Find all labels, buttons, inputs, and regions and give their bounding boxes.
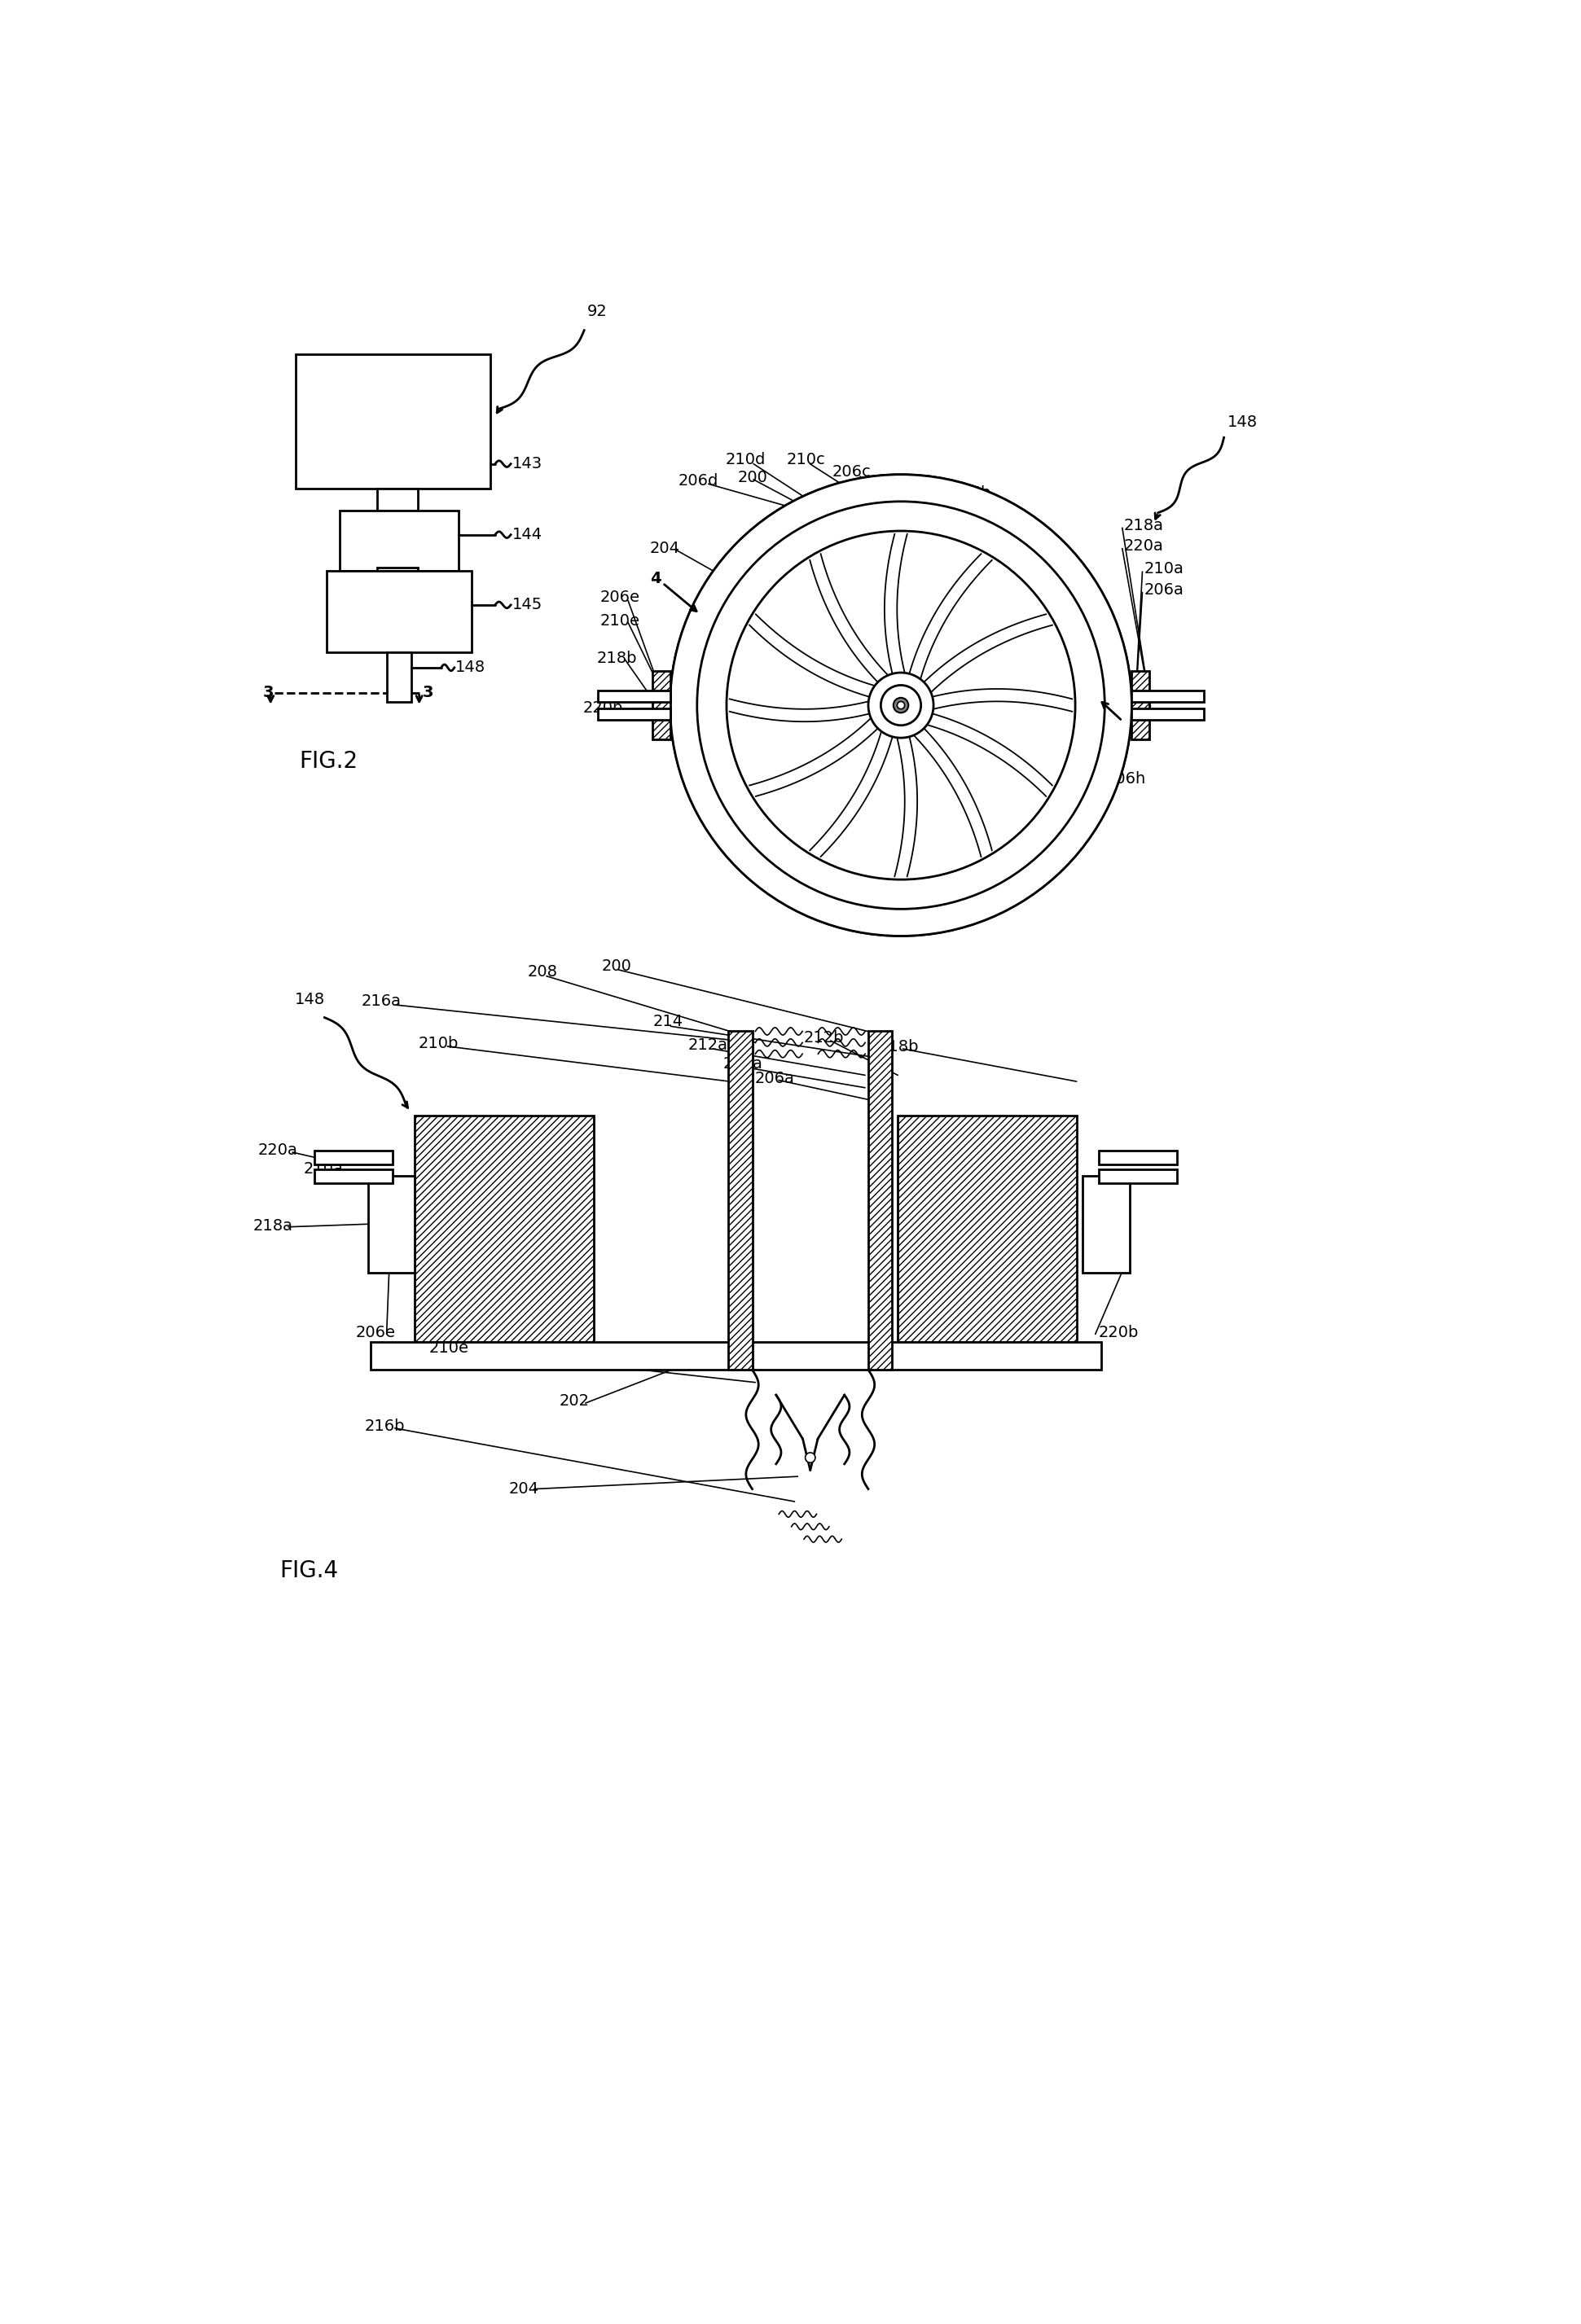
Text: 212b: 212b [803,1030,844,1046]
Text: 144: 144 [512,528,542,541]
Text: 210a: 210a [304,1162,343,1176]
Bar [898,1116,1077,1341]
Text: 220a: 220a [1124,539,1164,553]
Text: 4: 4 [1124,711,1135,725]
Bar [1132,709,1203,720]
Text: 204: 204 [650,541,680,555]
Text: 206h: 206h [1107,772,1146,788]
Bar [378,567,417,569]
Text: 145: 145 [512,597,542,614]
Text: FIG.4: FIG.4 [280,1559,338,1583]
Bar [1132,672,1149,739]
Text: 212a: 212a [688,1037,727,1053]
Bar [1083,1176,1130,1274]
Circle shape [805,1452,816,1462]
Text: 220b: 220b [583,700,623,716]
Text: 210b: 210b [863,483,903,500]
Text: 202: 202 [560,1394,590,1408]
Text: FIG.3: FIG.3 [879,878,938,902]
Text: 200: 200 [738,469,768,486]
Text: 218b: 218b [879,1039,919,1055]
Text: 210c: 210c [787,451,825,467]
Text: 210h: 210h [1062,746,1102,762]
Text: 218a: 218a [1124,518,1164,532]
Text: 206e: 206e [356,1325,395,1341]
Bar [315,1169,392,1183]
Text: 210g: 210g [871,806,912,820]
Text: 206c: 206c [832,465,871,479]
Text: 4: 4 [650,572,661,586]
Wedge shape [802,858,898,909]
Bar [368,1176,414,1274]
Text: 220a: 220a [258,1143,297,1157]
Text: 210e: 210e [599,614,640,627]
Bar [340,511,458,569]
Circle shape [896,702,904,709]
Text: 206d: 206d [678,474,718,488]
Text: 148: 148 [294,992,324,1009]
Wedge shape [802,502,898,553]
Text: 206a: 206a [1145,581,1184,597]
Text: 210b: 210b [417,1037,458,1050]
Wedge shape [726,795,811,881]
Text: 92: 92 [587,304,607,318]
Wedge shape [697,607,748,702]
Bar [868,1032,892,1369]
Text: 200: 200 [602,957,632,974]
Text: 148: 148 [1227,414,1257,430]
Circle shape [697,502,1105,909]
Circle shape [670,474,1132,937]
Wedge shape [697,709,748,804]
Bar [387,653,411,702]
Wedge shape [991,530,1075,616]
Wedge shape [904,502,999,553]
Text: 218a: 218a [253,1218,292,1234]
Bar [1099,1150,1176,1164]
Text: 210f: 210f [760,811,795,827]
Text: 148: 148 [455,660,485,676]
Bar [414,1116,593,1341]
Bar [598,709,670,720]
Bar [1099,1169,1176,1183]
Text: FIG.2: FIG.2 [299,751,357,774]
Bar [327,569,471,653]
Circle shape [868,672,933,737]
Bar [296,353,490,488]
Wedge shape [670,474,1132,937]
Bar [598,690,670,702]
Bar [315,1150,392,1164]
Bar [653,672,670,739]
Text: 206a: 206a [754,1071,795,1085]
Circle shape [893,697,909,713]
Text: 206b: 206b [952,486,991,502]
Wedge shape [991,795,1075,881]
Text: 206e: 206e [599,590,640,604]
Text: 208: 208 [528,964,558,978]
Text: 3: 3 [422,686,433,700]
Text: 206f: 206f [708,797,745,811]
Wedge shape [904,858,999,909]
Bar [372,1341,1102,1369]
Text: 3: 3 [262,686,274,700]
Circle shape [881,686,922,725]
Bar [1132,690,1203,702]
Text: 204: 204 [509,1480,539,1497]
Text: 218b: 218b [596,651,637,667]
Text: 210d: 210d [726,451,765,467]
Bar [729,1032,753,1369]
Text: 206g: 206g [819,820,860,834]
Circle shape [727,530,1075,878]
Text: 216b: 216b [365,1418,405,1434]
Text: 210a: 210a [724,1055,764,1071]
Wedge shape [1053,607,1105,702]
Text: 210e: 210e [428,1341,468,1355]
Bar [378,488,417,511]
Text: 220b: 220b [1099,1325,1138,1341]
Wedge shape [1053,709,1105,804]
Text: 214: 214 [653,1013,683,1030]
Text: 143: 143 [512,456,542,472]
Text: 216a: 216a [362,992,402,1009]
Wedge shape [726,530,811,616]
Text: 210a: 210a [1145,562,1184,576]
